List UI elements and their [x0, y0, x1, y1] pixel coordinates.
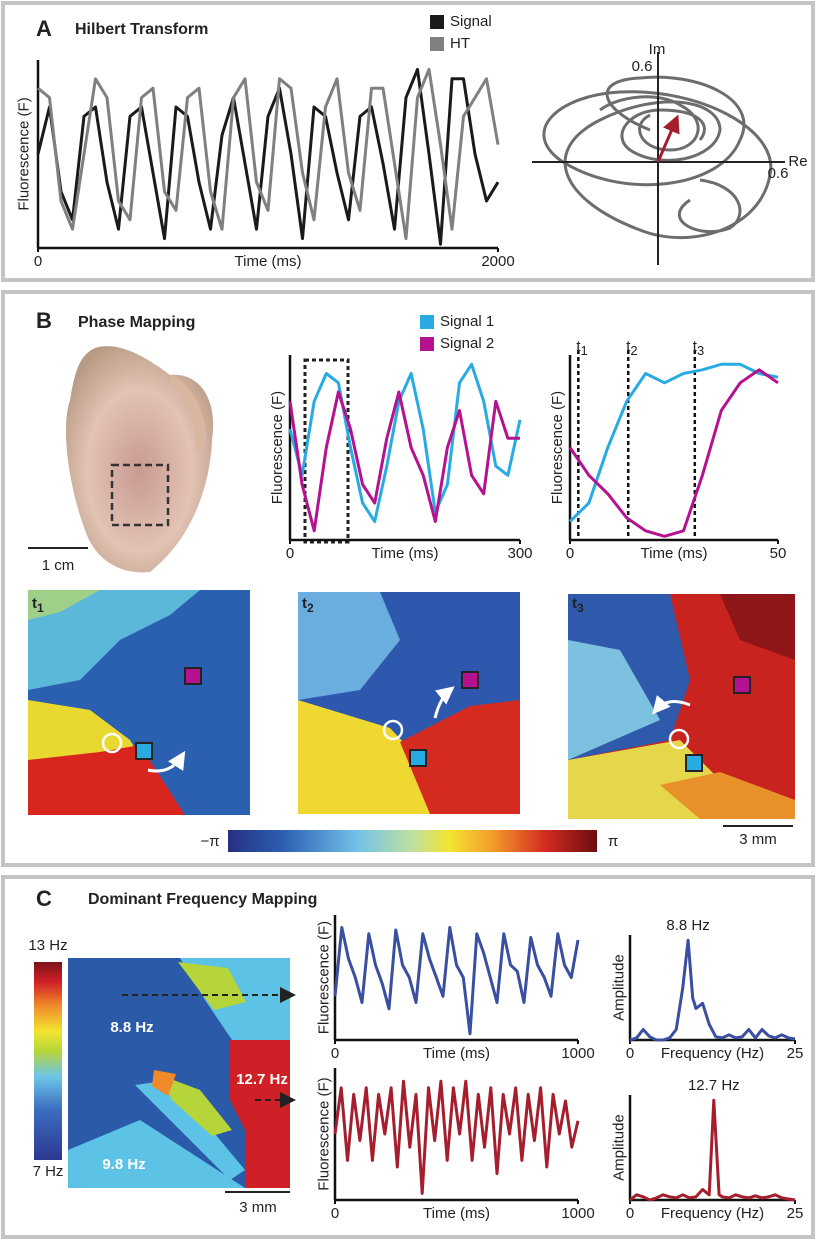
map-label-sub: 1: [37, 601, 44, 615]
panel-frame: [1, 290, 815, 867]
signal-line: [288, 390, 520, 533]
colorbar-label: π: [608, 833, 618, 850]
x-tick-label: 300: [507, 545, 532, 562]
y-axis-label: Amplitude: [611, 1114, 628, 1181]
signal-line: [629, 1098, 796, 1202]
x-tick-label: 0: [626, 1205, 634, 1222]
time-marker-label-base: t: [576, 338, 581, 355]
time-marker-label-base: t: [693, 338, 698, 355]
legend-swatch: [420, 337, 434, 351]
axis-label: Im: [649, 41, 666, 58]
x-tick-label: 25: [787, 1205, 804, 1222]
x-axis-label: Frequency (Hz): [661, 1205, 764, 1222]
y-axis-label: Fluorescence (F): [15, 97, 32, 210]
scale-label: 3 mm: [739, 831, 777, 848]
time-marker-label-sub: 1: [580, 343, 587, 358]
panel-frame: [1, 1, 815, 282]
signal-line: [333, 1079, 580, 1195]
x-tick-label: 0: [331, 1045, 339, 1062]
signal-line: [288, 362, 522, 523]
peak-label: 8.8 Hz: [666, 917, 709, 934]
x-tick-label: 2000: [481, 253, 514, 270]
time-marker-label: t2: [626, 338, 637, 358]
scale-label: 1 cm: [42, 557, 75, 574]
x-axis-label: Time (ms): [423, 1045, 490, 1062]
signal-line: [37, 67, 500, 241]
legend-swatch: [430, 37, 444, 51]
signal-line: [568, 362, 779, 523]
map-label: t2: [302, 595, 314, 615]
map-label: t1: [32, 595, 44, 615]
x-axis-label: Time (ms): [641, 545, 708, 562]
time-marker-label-sub: 2: [630, 343, 637, 358]
legend-label: HT: [450, 35, 470, 52]
region-label: 8.8 Hz: [110, 1019, 153, 1036]
panel-title: Hilbert Transform: [75, 21, 208, 38]
x-tick-label: 50: [770, 545, 787, 562]
region-label: 12.7 Hz: [236, 1071, 288, 1088]
panel-letter: C: [36, 886, 52, 911]
axis-label: Re: [788, 153, 807, 170]
x-tick-label: 0: [626, 1045, 634, 1062]
legend-swatch: [420, 315, 434, 329]
x-tick-label: 25: [787, 1045, 804, 1062]
map-label: t3: [572, 595, 584, 615]
y-axis-label: Fluorescence (F): [549, 391, 566, 504]
time-marker-label-base: t: [626, 338, 631, 355]
time-marker-label: t3: [693, 338, 704, 358]
phase-colorbar: [228, 830, 597, 852]
colorbar-label: −π: [200, 833, 219, 850]
map-label-sub: 2: [307, 601, 314, 615]
x-axis-label: Time (ms): [423, 1205, 490, 1222]
phase-map: [28, 590, 250, 815]
map-label-sub: 3: [577, 601, 584, 615]
map-label-base: t: [572, 595, 577, 612]
peak-label: 12.7 Hz: [688, 1077, 740, 1094]
legend-swatch: [430, 15, 444, 29]
polar-plot: [532, 52, 785, 265]
x-axis-label: Time (ms): [235, 253, 302, 270]
tick-label: 0.6: [768, 165, 789, 182]
x-axis-label: Frequency (Hz): [661, 1045, 764, 1062]
time-marker-label: t1: [576, 338, 587, 358]
time-marker-label-sub: 3: [697, 343, 704, 358]
map-label-base: t: [32, 595, 37, 612]
x-tick-label: 1000: [561, 1045, 594, 1062]
y-axis-label: Amplitude: [611, 954, 628, 1021]
scale-label: 3 mm: [239, 1199, 277, 1216]
panel-letter: A: [36, 16, 52, 41]
panel-title: Dominant Frequency Mapping: [88, 891, 317, 908]
colorbar-label: 13 Hz: [28, 937, 67, 954]
map-label-base: t: [302, 595, 307, 612]
x-tick-label: 1000: [561, 1205, 594, 1222]
region-label: 9.8 Hz: [102, 1156, 145, 1173]
phase-map: [568, 594, 795, 819]
y-axis-label: Fluorescence (F): [316, 1077, 333, 1190]
panel-title: Phase Mapping: [78, 314, 195, 331]
x-tick-label: 0: [34, 253, 42, 270]
signal-line: [36, 67, 500, 246]
panel-letter: B: [36, 308, 52, 333]
tick-label: 0.6: [632, 58, 653, 75]
heart-photo: [28, 346, 214, 573]
y-axis-label: Fluorescence (F): [269, 391, 286, 504]
frequency-colorbar: [34, 962, 62, 1160]
x-tick-label: 0: [286, 545, 294, 562]
legend-label: Signal 1: [440, 313, 494, 330]
phase-map: [298, 592, 520, 814]
x-tick-label: 0: [331, 1205, 339, 1222]
y-axis-label: Fluorescence (F): [316, 921, 333, 1034]
x-tick-label: 0: [566, 545, 574, 562]
legend-label: Signal 2: [440, 335, 494, 352]
colorbar-label: 7 Hz: [33, 1163, 64, 1180]
signal-line: [333, 926, 580, 1036]
signal-line: [568, 368, 779, 538]
signal-line: [629, 938, 796, 1042]
frequency-map: [68, 958, 296, 1193]
x-axis-label: Time (ms): [372, 545, 439, 562]
legend-label: Signal: [450, 13, 492, 30]
panel-frame: [1, 875, 815, 1239]
